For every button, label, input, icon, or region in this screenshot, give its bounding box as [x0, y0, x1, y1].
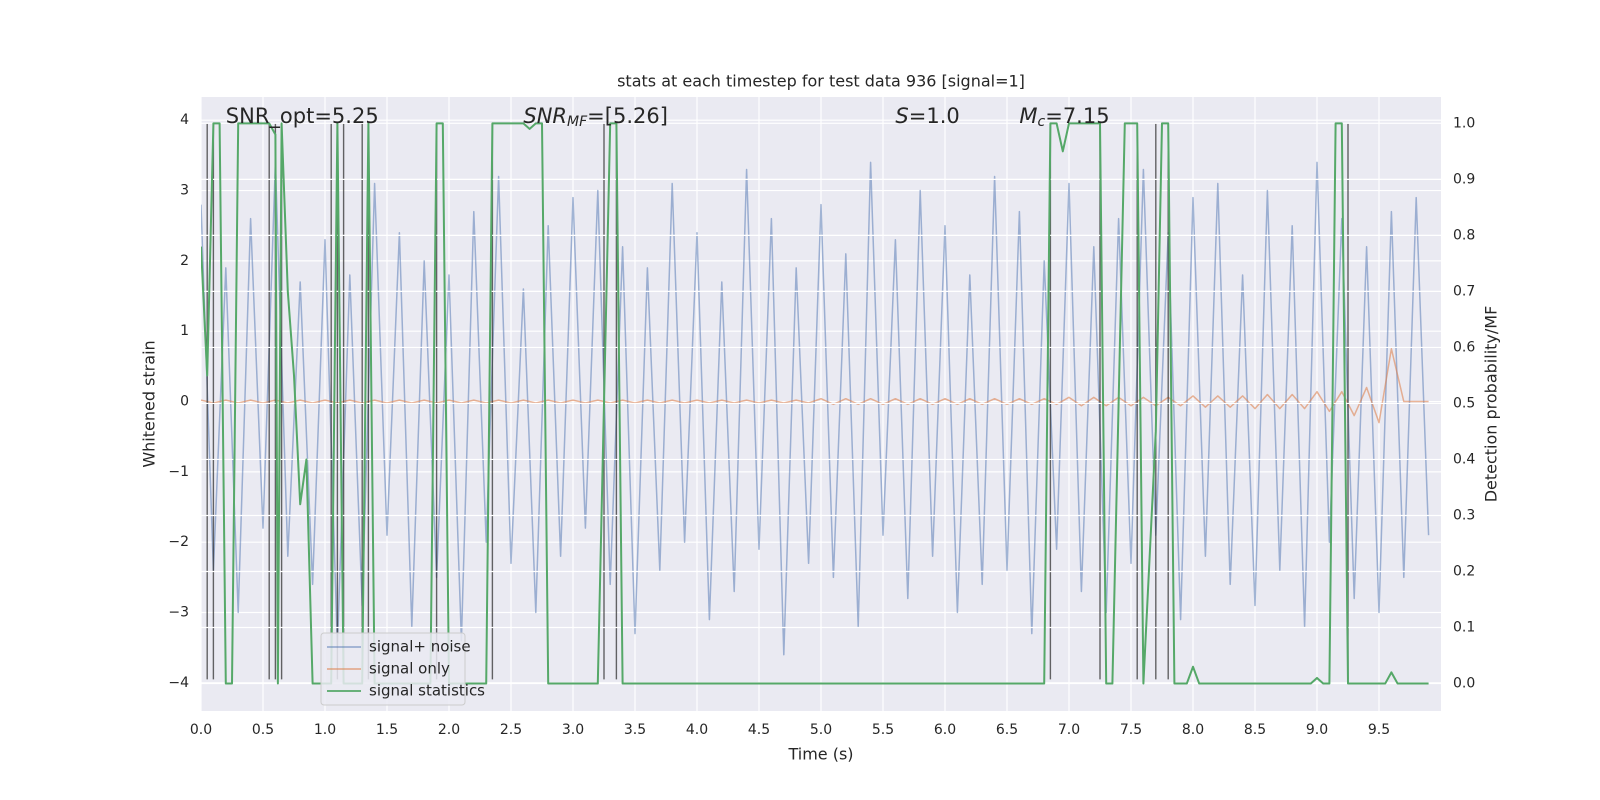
series-line	[201, 161, 1430, 656]
series-line	[201, 348, 1429, 424]
y2-tick-label: 0.1	[1453, 620, 1475, 636]
x-tick-label: 9.5	[1368, 722, 1390, 738]
legend-label: signal only	[369, 660, 450, 678]
y-tick-label: −3	[168, 605, 189, 621]
y-tick-label: −2	[168, 534, 189, 550]
x-tick-label: 4.0	[686, 722, 708, 738]
x-tick-label: 8.0	[1182, 722, 1204, 738]
annotation-sub: c	[1038, 114, 1046, 130]
y-tick-label: 2	[180, 253, 189, 269]
y2-tick-label: 0.7	[1453, 283, 1475, 299]
x-tick-label: 9.0	[1306, 722, 1328, 738]
annotation: Mc=7.15	[1019, 104, 1109, 130]
legend-label: signal statistics	[369, 682, 485, 700]
y2-tick-label: 0.9	[1453, 171, 1475, 187]
x-axis-label: Time (s)	[787, 745, 853, 764]
y-tick-label: 1	[180, 323, 189, 339]
y2-tick-label: 0.5	[1453, 395, 1475, 411]
y-tick-label: −4	[168, 675, 189, 691]
annotation-text: SNR	[523, 104, 567, 128]
y2-tick-label: 0.3	[1453, 507, 1475, 523]
x-tick-label: 5.5	[872, 722, 894, 738]
x-tick-label: 1.5	[376, 722, 398, 738]
legend: signal+ noise signal only signal statistic…	[320, 632, 485, 706]
x-tick-label: 3.5	[624, 722, 646, 738]
y2-tick-label: 0.4	[1453, 451, 1475, 467]
x-tick-label: 2.0	[438, 722, 460, 738]
annotation-text: M	[1019, 104, 1037, 128]
y2-tick-label: 1.0	[1453, 115, 1475, 131]
x-tick-label: 2.5	[500, 722, 522, 738]
annotation-sub: MF	[567, 114, 588, 130]
y-tick-label: 4	[180, 112, 189, 128]
y2-tick-label: 0.6	[1453, 339, 1475, 355]
chart-title: stats at each timestep for test data 936…	[617, 72, 1025, 91]
annotation: SNR_opt=5.25	[226, 104, 379, 129]
y2-axis-label: Detection probability/MF	[1482, 306, 1501, 503]
y2-tick-label: 0.0	[1453, 676, 1475, 692]
y-tick-label: 0	[180, 394, 189, 410]
x-tick-label: 6.0	[934, 722, 956, 738]
legend-box	[320, 632, 466, 706]
y2-tick-label: 0.2	[1453, 564, 1475, 580]
annotation-rest: =7.15	[1045, 104, 1109, 128]
x-tick-label: 8.5	[1244, 722, 1266, 738]
annotation-rest: =[5.26]	[587, 104, 668, 128]
y-tick-label: −1	[168, 464, 189, 480]
annotation-rest: =1.0	[909, 104, 960, 128]
x-tick-label: 7.0	[1058, 722, 1080, 738]
x-tick-label: 6.5	[996, 722, 1018, 738]
x-tick-label: 3.0	[562, 722, 584, 738]
annotation-text: SNR_opt=5.25	[226, 104, 379, 129]
annotation: S=1.0	[895, 104, 959, 128]
x-tick-label: 1.0	[314, 722, 336, 738]
y-tick-label: 3	[180, 183, 189, 199]
annotation: SNRMF=[5.26]	[523, 104, 668, 130]
annotation-text: S	[895, 104, 908, 128]
series-line	[201, 122, 1429, 685]
y2-tick-label: 0.8	[1453, 227, 1475, 243]
x-tick-label: 0.5	[252, 722, 274, 738]
x-tick-label: 7.5	[1120, 722, 1142, 738]
x-tick-label: 5.0	[810, 722, 832, 738]
y-axis-label: Whitened strain	[140, 340, 159, 467]
x-tick-label: 0.0	[190, 722, 212, 738]
legend-label: signal+ noise	[369, 638, 471, 656]
x-tick-label: 4.5	[748, 722, 770, 738]
